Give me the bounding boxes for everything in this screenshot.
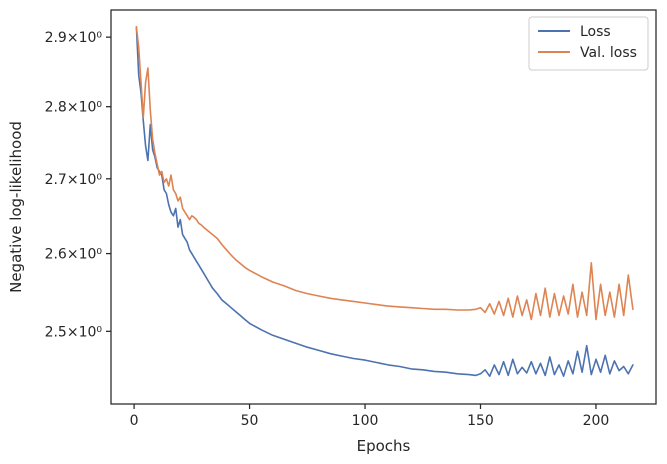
y-axis-ticks: 2.5×10⁰ 2.6×10⁰ 2.7×10⁰ 2.8×10⁰ 2.9×10⁰: [45, 30, 111, 340]
y-tick-label: 2.6×10⁰: [45, 247, 103, 263]
plot-area: [110, 9, 657, 405]
series-line-loss: [135, 26, 634, 378]
series-line-val-loss: [135, 26, 634, 321]
y-tick-label: 2.9×10⁰: [45, 30, 103, 46]
series-layer: [135, 26, 634, 378]
x-axis-label: Epochs: [357, 437, 411, 455]
x-tick-label: 150: [467, 413, 494, 429]
legend: Loss Val. loss: [528, 16, 649, 71]
legend-label-loss: Loss: [580, 24, 611, 40]
y-tick-label: 2.5×10⁰: [45, 324, 103, 340]
x-tick-label: 0: [130, 413, 139, 429]
x-axis-ticks: 0 50 100 150 200: [130, 404, 610, 429]
x-tick-label: 200: [583, 413, 610, 429]
y-tick-label: 2.8×10⁰: [45, 100, 103, 116]
y-axis-label: Negative log-likelihood: [7, 121, 25, 293]
x-tick-label: 50: [241, 413, 259, 429]
legend-label-val-loss: Val. loss: [580, 45, 637, 61]
x-tick-label: 100: [352, 413, 379, 429]
y-tick-label: 2.7×10⁰: [45, 172, 103, 188]
